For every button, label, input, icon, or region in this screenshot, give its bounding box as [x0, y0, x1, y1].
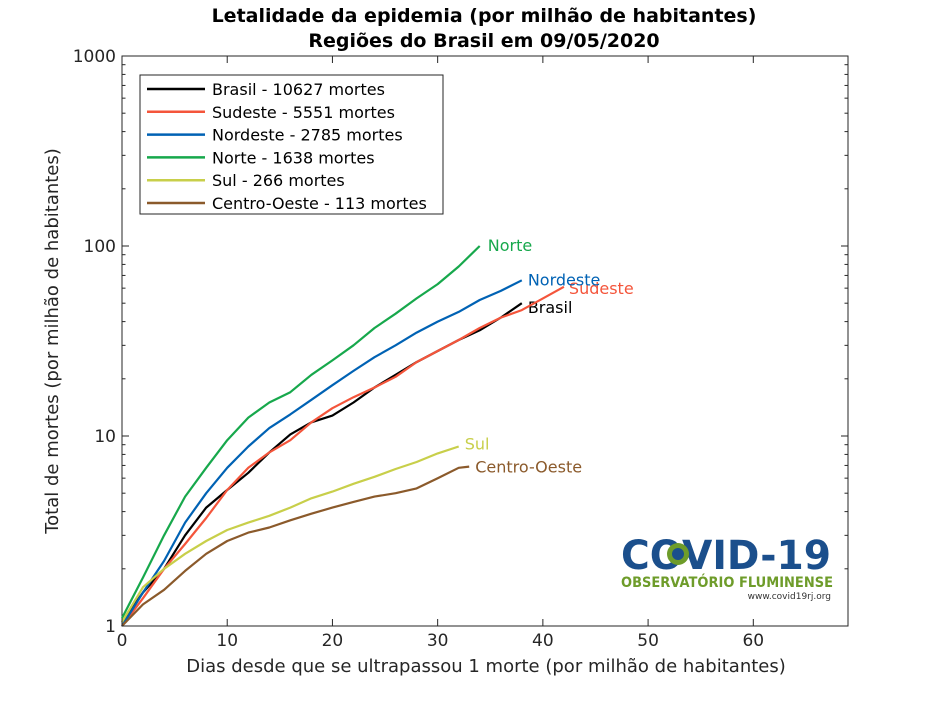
y-tick-label: 1000: [73, 47, 116, 67]
series-end-label: Sudeste: [569, 279, 634, 298]
series-line-2: [121, 285, 565, 627]
virus-icon: [667, 543, 689, 565]
tick-layer: 0 10 20 30 40 50 60 1 10 100 1000: [73, 47, 848, 651]
chart-subtitle: Regiões do Brasil em 09/05/2020: [308, 30, 659, 52]
legend-entry: Sul - 266 mortes: [212, 171, 345, 190]
legend-entry: Brasil - 10627 mortes: [212, 80, 385, 99]
series-end-label: Norte: [488, 236, 532, 255]
series-line-5: [121, 445, 460, 623]
y-axis-label: Total de mortes (por milhão de habitante…: [42, 148, 63, 535]
x-tick-label: 10: [216, 631, 238, 651]
legend-entry: Sudeste - 5551 mortes: [212, 103, 395, 122]
x-tick-label: 0: [117, 631, 128, 651]
chart-title: Letalidade da epidemia (por milhão de ha…: [212, 5, 757, 27]
series-line-3: [121, 279, 523, 627]
legend-entry: Centro-Oeste - 113 mortes: [212, 194, 427, 213]
series-end-label: Sul: [465, 435, 490, 454]
y-tick-label: 100: [84, 237, 116, 257]
series-line-6: [121, 465, 470, 627]
x-tick-label: 40: [532, 631, 554, 651]
series-line-4: [121, 245, 481, 619]
x-tick-label: 60: [742, 631, 764, 651]
legend: Brasil - 10627 mortes Sudeste - 5551 mort…: [139, 74, 444, 215]
logo-name: COVID-19: [621, 533, 831, 579]
series-end-label: Brasil: [528, 298, 573, 317]
y-tick-label: 10: [94, 427, 116, 447]
x-axis-label: Dias desde que se ultrapassou 1 morte (p…: [186, 656, 786, 677]
legend-box: [139, 74, 444, 215]
legend-entry: Nordeste - 2785 mortes: [212, 126, 403, 145]
logo-subtitle: OBSERVATÓRIO FLUMINENSE: [621, 573, 833, 591]
series-end-label: Centro-Oeste: [475, 458, 582, 477]
logo-url: www.covid19rj.org: [748, 592, 831, 602]
x-tick-label: 30: [427, 631, 449, 651]
legend-entry: Norte - 1638 mortes: [212, 148, 375, 167]
covid19-logo: COVID-19 OBSERVATÓRIO FLUMINENSE www.cov…: [621, 533, 833, 602]
x-tick-label: 50: [637, 631, 659, 651]
y-tick-label: 1: [105, 617, 116, 637]
x-tick-label: 20: [322, 631, 344, 651]
series-end-label: Nordeste: [528, 270, 601, 289]
